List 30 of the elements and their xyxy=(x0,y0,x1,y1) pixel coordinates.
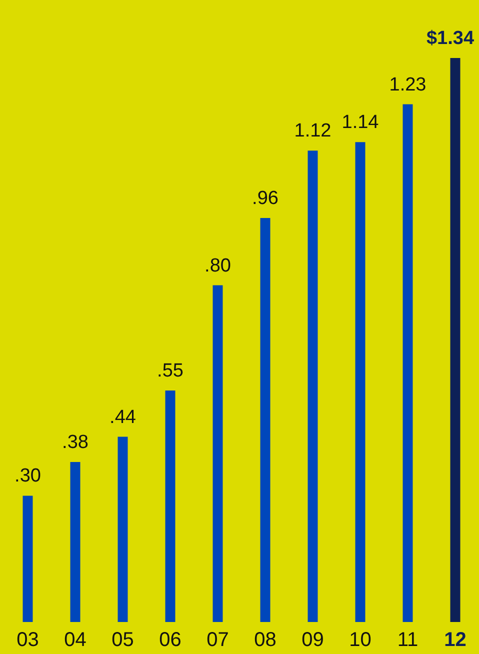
bar xyxy=(355,142,366,622)
bar xyxy=(165,390,176,622)
x-tick-label: 08 xyxy=(254,629,276,651)
bar xyxy=(308,150,318,622)
data-label: 1.12 xyxy=(294,120,332,142)
x-tick-label: 07 xyxy=(206,629,229,651)
data-label: .80 xyxy=(204,255,231,276)
bar xyxy=(118,436,128,622)
bar xyxy=(450,58,460,622)
x-tick-label: 11 xyxy=(397,629,418,651)
bar xyxy=(70,462,80,622)
x-tick-label: 12 xyxy=(444,629,466,651)
bar xyxy=(260,218,270,622)
data-label: .30 xyxy=(14,466,41,487)
data-label: .96 xyxy=(252,188,278,209)
data-label: $1.34 xyxy=(426,28,474,49)
bar xyxy=(402,104,413,622)
x-tick-label: 06 xyxy=(159,629,182,651)
x-tick-label: 09 xyxy=(302,629,324,651)
data-label: .44 xyxy=(110,406,136,428)
data-label: .55 xyxy=(157,360,184,382)
x-tick-label: 10 xyxy=(349,629,372,651)
bar xyxy=(22,496,33,622)
data-label: 1.23 xyxy=(389,74,426,96)
x-tick-label: 04 xyxy=(64,629,86,651)
data-label: 1.14 xyxy=(342,112,380,134)
x-tick-label: 03 xyxy=(16,629,39,651)
data-label: .38 xyxy=(62,432,88,454)
x-tick-label: 05 xyxy=(112,629,134,651)
bar xyxy=(212,285,223,622)
